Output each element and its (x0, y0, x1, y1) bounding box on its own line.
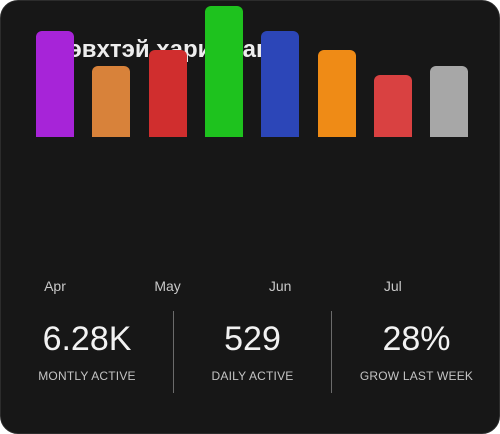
chart-bar (373, 75, 412, 137)
stat-label: GROW LAST WEEK (359, 369, 474, 383)
chart-bar (317, 50, 356, 137)
chart-bar (148, 50, 187, 137)
bar-chart: Apr May Jun Jul (1, 1, 499, 301)
chart-bar (204, 6, 243, 137)
divider (331, 311, 332, 393)
stat-label: DAILY ACTIVE (211, 369, 294, 383)
x-tick-label: Jul (383, 278, 402, 294)
stat-value: 28% (382, 320, 451, 358)
stat-monthly-active: 6.28K MONTLY ACTIVE (1, 311, 173, 393)
stat-daily-active: 529 DAILY ACTIVE (174, 311, 331, 393)
stats-row: 6.28K MONTLY ACTIVE 529 DAILY ACTIVE 28%… (1, 311, 499, 393)
chart-bar (261, 31, 300, 137)
chart-bar (430, 66, 469, 137)
chart-bar (92, 66, 131, 137)
x-tick-label: Apr (44, 278, 66, 294)
chart-bar (36, 31, 74, 137)
x-tick-label: Jun (268, 278, 292, 294)
stat-value: 6.28K (42, 320, 132, 358)
x-tick-label: May (154, 278, 181, 294)
stat-grow-last-week: 28% GROW LAST WEEK (332, 311, 499, 393)
divider (173, 311, 174, 393)
stat-label: MONTLY ACTIVE (38, 369, 136, 383)
stat-value: 529 (224, 320, 281, 358)
